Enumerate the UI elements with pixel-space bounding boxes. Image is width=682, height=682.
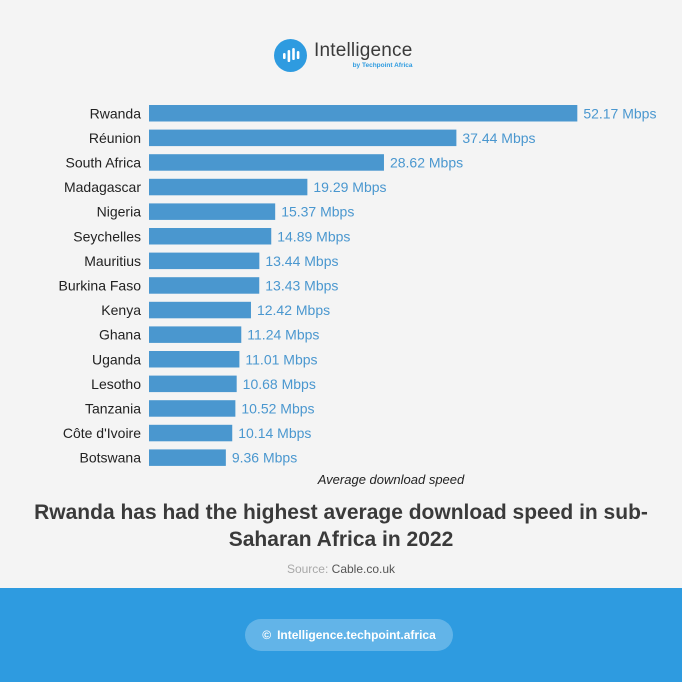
website-text: Intelligence.techpoint.africa — [277, 628, 436, 642]
category-label: Ghana — [99, 327, 141, 343]
category-label: Madagascar — [64, 179, 141, 195]
bar — [149, 129, 457, 147]
source-line: Source: Cable.co.uk — [0, 562, 682, 576]
category-label: Tanzania — [85, 400, 141, 416]
category-label: Botswana — [80, 450, 142, 466]
bar — [149, 228, 272, 245]
value-label: 12.42 Mbps — [257, 302, 330, 318]
copyright-icon: © — [262, 628, 272, 642]
category-label: Nigeria — [97, 204, 142, 220]
bar — [149, 105, 578, 122]
bar — [149, 424, 233, 442]
value-label: 11.01 Mbps — [245, 351, 317, 367]
bar — [149, 154, 384, 171]
category-label: Réunion — [89, 130, 141, 146]
value-label: 10.52 Mbps — [241, 400, 314, 416]
value-label: 11.24 Mbps — [247, 327, 319, 343]
value-label: 15.37 Mbps — [281, 204, 354, 220]
category-label: Seychelles — [73, 228, 141, 244]
x-axis-title: Average download speed — [317, 472, 465, 487]
category-label: Uganda — [92, 351, 141, 367]
source-label: Source: — [286, 562, 329, 576]
value-label: 13.43 Mbps — [265, 277, 338, 293]
brand-name: Intelligence — [314, 39, 413, 61]
headline: Rwanda has had the highest average downl… — [34, 501, 648, 551]
category-label: South Africa — [66, 154, 142, 170]
category-label: Burkina Faso — [59, 277, 142, 293]
category-label: Lesotho — [91, 376, 141, 392]
value-label: 52.17 Mbps — [583, 105, 656, 121]
bar — [149, 203, 276, 220]
bar-chart: Rwanda 52.17 Mbps Réunion 37.44 Mbps South A… — [59, 105, 656, 487]
bar — [149, 375, 237, 393]
source-value: Cable.co.uk — [331, 562, 396, 576]
bar — [149, 178, 308, 196]
category-label: Mauritius — [84, 253, 141, 269]
value-label: 19.29 Mbps — [313, 179, 386, 195]
value-label: 37.44 Mbps — [462, 130, 535, 146]
bar-logo-icon — [282, 48, 299, 62]
bar — [149, 400, 236, 417]
website-link[interactable]: © Intelligence.techpoint.africa — [245, 619, 453, 651]
category-label: Kenya — [101, 302, 141, 318]
value-label: 14.89 Mbps — [277, 228, 350, 244]
category-label: Côte d'Ivoire — [63, 425, 141, 441]
category-label: Rwanda — [90, 105, 142, 121]
value-label: 13.44 Mbps — [265, 253, 338, 269]
bar — [149, 252, 260, 270]
bar — [149, 449, 226, 466]
brand-subtitle: by Techpoint Africa — [352, 61, 413, 69]
intelligence-logo-icon — [274, 38, 307, 72]
footer: © Intelligence.techpoint.africa — [0, 588, 682, 682]
bar — [149, 351, 240, 368]
bar — [149, 277, 260, 294]
value-label: 10.14 Mbps — [238, 425, 311, 441]
bar — [149, 301, 251, 319]
bar — [149, 326, 242, 343]
value-label: 9.36 Mbps — [232, 450, 297, 466]
brand: Intelligence by Techpoint Africa — [274, 38, 413, 72]
value-label: 28.62 Mbps — [390, 154, 463, 170]
brand-text: Intelligence by Techpoint Africa — [314, 39, 413, 70]
value-label: 10.68 Mbps — [243, 376, 316, 392]
